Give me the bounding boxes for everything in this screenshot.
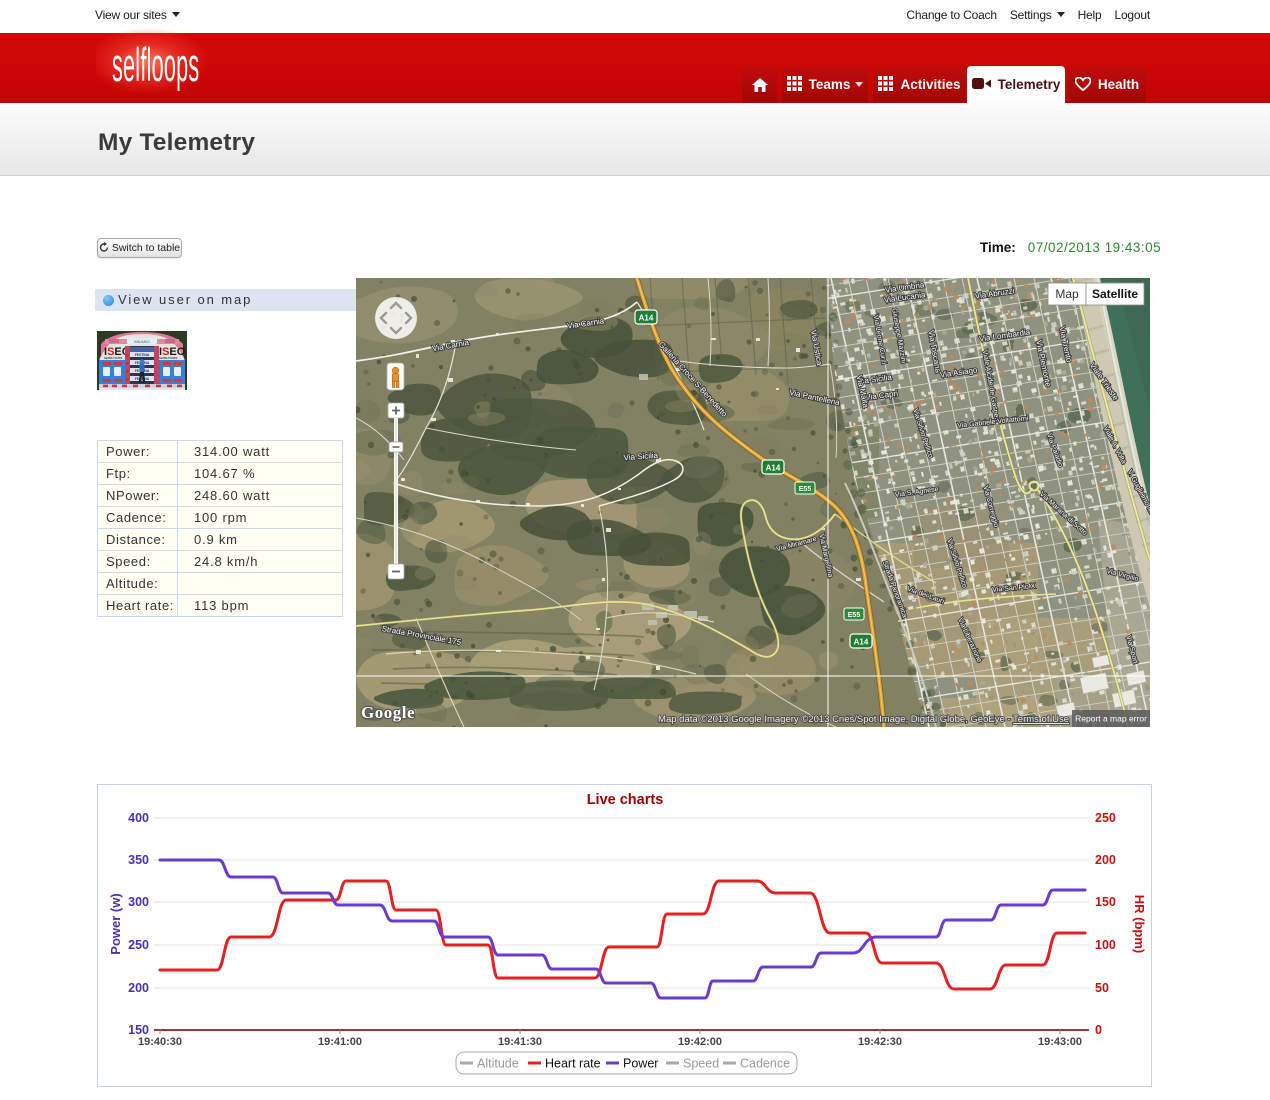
svg-text:Power (w): Power (w) xyxy=(108,893,123,954)
svg-text:150: 150 xyxy=(128,1023,149,1037)
svg-text:250: 250 xyxy=(1095,811,1116,825)
svg-text:100: 100 xyxy=(1095,938,1116,952)
svg-text:A14: A14 xyxy=(766,463,781,472)
svg-text:E: E xyxy=(126,377,129,382)
svg-text:250: 250 xyxy=(128,938,149,952)
svg-text:19:42:30: 19:42:30 xyxy=(858,1036,902,1048)
svg-text:ISEO: ISEO xyxy=(104,346,131,358)
svg-text:Google: Google xyxy=(361,703,415,722)
svg-text:19:42:00: 19:42:00 xyxy=(678,1036,722,1048)
svg-text:E: E xyxy=(126,353,129,358)
svg-text:50: 50 xyxy=(1095,981,1109,995)
svg-text:SERRATURE: SERRATURE xyxy=(104,356,122,360)
svg-text:ISEO: ISEO xyxy=(159,346,186,358)
svg-text:FESTINA: FESTINA xyxy=(135,377,150,381)
svg-text:Power: Power xyxy=(623,1057,658,1071)
svg-text:150: 150 xyxy=(1095,895,1116,909)
svg-text:SERRATURE: SERRATURE xyxy=(159,356,177,360)
svg-text:A14: A14 xyxy=(639,313,654,322)
svg-text:Cadence: Cadence xyxy=(740,1057,790,1071)
svg-text:Speed: Speed xyxy=(683,1057,719,1071)
svg-text:Satellite: Satellite xyxy=(1092,287,1138,301)
svg-text:MILANO: MILANO xyxy=(134,339,149,344)
svg-text:200: 200 xyxy=(1095,853,1116,867)
svg-text:Heart rate: Heart rate xyxy=(545,1057,601,1071)
svg-text:E55: E55 xyxy=(799,486,812,493)
svg-text:200: 200 xyxy=(128,981,149,995)
svg-text:HR (bpm): HR (bpm) xyxy=(1132,895,1147,954)
svg-text:19:43:00: 19:43:00 xyxy=(1038,1036,1082,1048)
svg-text:350: 350 xyxy=(128,853,149,867)
svg-text:19:41:00: 19:41:00 xyxy=(318,1036,362,1048)
svg-text:19:41:30: 19:41:30 xyxy=(498,1036,542,1048)
svg-text:Report a map error: Report a map error xyxy=(1075,714,1147,724)
svg-text:Map: Map xyxy=(1055,287,1079,301)
svg-text:E: E xyxy=(126,369,129,374)
svg-text:A14: A14 xyxy=(854,637,869,646)
svg-text:FESTINA: FESTINA xyxy=(135,353,150,357)
svg-text:Live charts: Live charts xyxy=(587,792,664,808)
svg-text:19:40:30: 19:40:30 xyxy=(138,1036,182,1048)
svg-text:E55: E55 xyxy=(848,612,861,619)
svg-text:0: 0 xyxy=(1095,1023,1102,1037)
svg-text:Via Sicilia: Via Sicilia xyxy=(623,451,659,462)
svg-text:Altitude: Altitude xyxy=(477,1057,519,1071)
svg-text:Map data ©2013 Google Imagery: Map data ©2013 Google Imagery ©2013 Cnes… xyxy=(658,714,1069,725)
svg-text:E: E xyxy=(126,361,129,366)
svg-text:400: 400 xyxy=(128,811,149,825)
svg-text:300: 300 xyxy=(128,895,149,909)
